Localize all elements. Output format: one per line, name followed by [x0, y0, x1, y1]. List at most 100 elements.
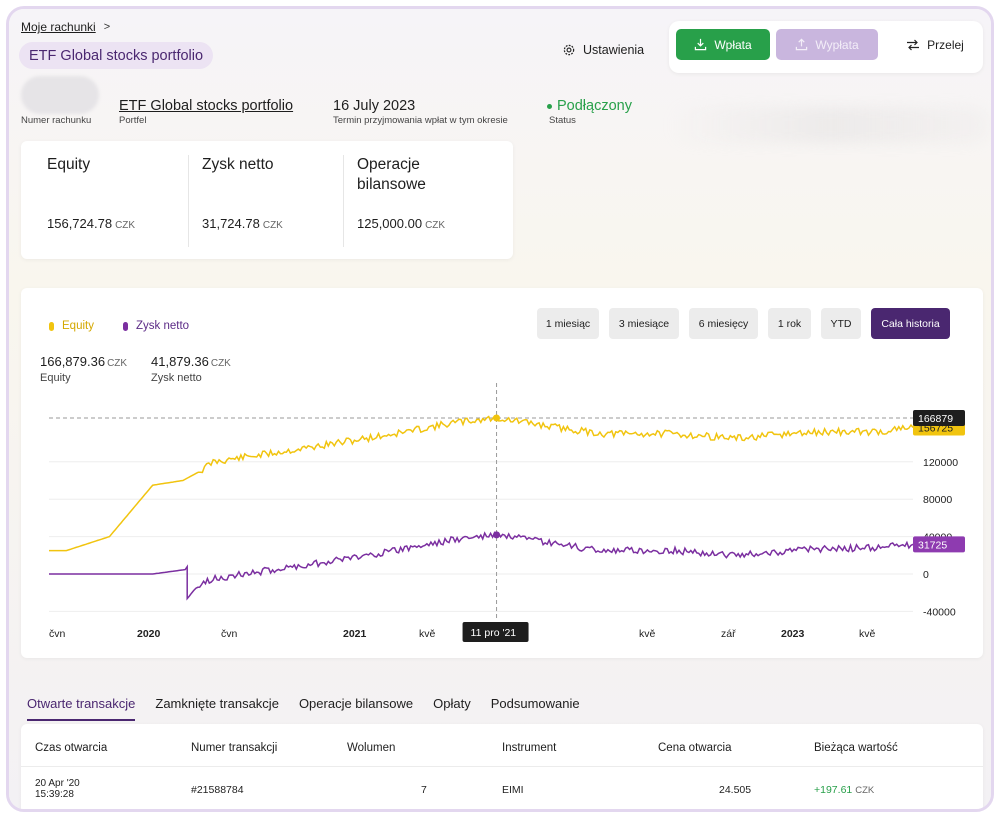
x-tick-label: 2023: [781, 628, 805, 640]
status-badge: Podłączony: [547, 98, 632, 114]
cell-number: #21588784: [191, 784, 244, 796]
range-all-history-button[interactable]: Cała historia: [871, 308, 950, 339]
x-tick-label: čvn: [49, 628, 66, 640]
legend-equity[interactable]: Equity: [49, 320, 94, 332]
column-header-open-price[interactable]: Cena otwarcia: [658, 742, 732, 754]
transfer-button[interactable]: Przelej: [894, 29, 976, 60]
summary-balance-ops-title: Operacje bilansowe: [357, 156, 426, 193]
hover-date-tag: 11 pro '21: [462, 622, 529, 642]
hover-date-bg: [462, 622, 529, 642]
range-3m-button[interactable]: 3 miesiące: [609, 308, 679, 339]
summary-balance-ops-currency: CZK: [425, 220, 446, 231]
equity-chart[interactable]: 12000080000400000-40000čvn2020čvn2021kvě…: [21, 288, 983, 658]
tab-summary[interactable]: Podsumowanie: [490, 696, 580, 711]
deposit-button[interactable]: Wpłata: [676, 29, 770, 60]
summary-profit-currency: CZK: [262, 220, 283, 231]
deposit-deadline-value: 16 July 2023: [333, 98, 416, 114]
summary-profit-amount: 31,724.78: [202, 216, 260, 231]
gear-icon: [563, 44, 575, 56]
tab-fees[interactable]: Opłaty: [433, 696, 471, 711]
breadcrumb-parent-link[interactable]: Moje rachunki: [21, 20, 96, 34]
cell-volume: 7: [421, 784, 427, 796]
summary-balance-ops-amount: 125,000.00: [357, 216, 423, 231]
x-tick-label: čvn: [221, 628, 238, 640]
chevron-right-icon: >: [103, 21, 111, 33]
withdraw-label: Wypłata: [815, 37, 859, 52]
hover-profit-label: Zysk netto: [151, 372, 202, 384]
hover-date-text: 11 pro '21: [471, 627, 517, 639]
hover-profit-currency: CZK: [210, 358, 231, 369]
hover-equity-value: 166,879.36 CZK: [40, 354, 127, 369]
deposit-label: Wpłata: [714, 37, 752, 52]
transfer-label: Przelej: [927, 37, 964, 52]
summary-equity-amount: 156,724.78: [47, 216, 113, 231]
withdraw-button[interactable]: Wypłata: [776, 29, 878, 60]
cell-open-date: 20 Apr '20: [35, 778, 80, 789]
profit-hover-point: [493, 531, 501, 539]
upload-icon: [796, 38, 808, 51]
hover-equity-currency: CZK: [107, 358, 128, 369]
breadcrumb: Moje rachunki >: [21, 20, 110, 34]
summary-equity: Equity: [47, 155, 177, 175]
range-6m-button[interactable]: 6 miesięcy: [689, 308, 758, 339]
equity-hover-point: [493, 414, 501, 422]
range-ytd-button[interactable]: YTD: [821, 308, 861, 339]
hover-profit-amount: 41,879.36: [151, 354, 209, 369]
status-dot-icon: [547, 103, 552, 109]
tab-closed-transactions[interactable]: Zamknięte transakcje: [155, 696, 279, 711]
portfolio-link[interactable]: ETF Global stocks portfolio: [119, 98, 294, 114]
cell-current-amount: +197.61: [814, 784, 853, 796]
profit-last-tag-bg: [913, 536, 965, 553]
range-1m-button[interactable]: 1 miesiąc: [537, 308, 599, 339]
divider: [21, 766, 983, 767]
legend-profit[interactable]: Zysk netto: [123, 320, 189, 332]
redacted-area: [669, 107, 989, 143]
summary-profit-value: 31,724.78 CZK: [202, 216, 283, 231]
column-header-instrument[interactable]: Instrument: [502, 742, 557, 754]
hover-equity-amount: 166,879.36: [40, 354, 106, 369]
summary-profit: Zysk netto: [202, 155, 332, 175]
column-header-open-time[interactable]: Czas otwarcia: [35, 742, 108, 754]
x-tick-label: kvě: [419, 628, 436, 640]
x-tick-label: kvě: [639, 628, 656, 640]
column-header-current-value[interactable]: Bieżąca wartość: [814, 742, 898, 754]
status-value: Podłączony: [557, 98, 632, 114]
column-header-volume[interactable]: Wolumen: [347, 742, 396, 754]
equity-hover-tag-text: 166879: [918, 413, 953, 425]
summary-equity-title: Equity: [47, 156, 91, 173]
deposit-deadline-label: Termin przyjmowania wpłat w tym okresie: [333, 115, 508, 126]
status-label: Status: [549, 115, 576, 126]
x-tick-label: 2020: [137, 628, 161, 640]
app-frame: Moje rachunki > ETF Global stocks portfo…: [6, 6, 994, 812]
profit-last-tag-text: 31725: [918, 539, 947, 551]
legend-profit-label: Zysk netto: [136, 320, 190, 332]
y-tick-label: 120000: [923, 457, 958, 469]
settings-button[interactable]: Ustawienia: [562, 36, 644, 64]
y-tick-label: -40000: [923, 606, 956, 618]
transfer-arrows-icon: [907, 39, 920, 50]
legend-profit-swatch: [123, 321, 128, 331]
hover-profit-value: 41,879.36 CZK: [151, 354, 231, 369]
range-1y-button[interactable]: 1 rok: [768, 308, 811, 339]
cell-open-time: 20 Apr '20 15:39:28: [35, 778, 80, 800]
equity-hover-tag-bg: [913, 409, 965, 426]
account-number-redacted: [21, 76, 99, 114]
summary-balance-ops-value: 125,000.00 CZK: [357, 216, 445, 231]
portfolio-label: Portfel: [119, 115, 147, 126]
tab-open-transactions[interactable]: Otwarte transakcje: [27, 696, 136, 721]
divider: [343, 155, 344, 247]
column-header-number[interactable]: Numer transakcji: [191, 742, 278, 754]
y-tick-label: 0: [923, 569, 929, 581]
account-number-label: Numer rachunku: [21, 115, 92, 126]
legend-equity-swatch: [49, 321, 54, 331]
page-title: ETF Global stocks portfolio: [19, 42, 214, 69]
download-icon: [695, 38, 707, 51]
equity-series-line: [49, 415, 914, 552]
x-tick-label: kvě: [859, 628, 876, 640]
summary-balance-ops: Operacje bilansowe: [357, 155, 487, 195]
cell-instrument: EIMI: [502, 784, 524, 796]
tab-balance-operations[interactable]: Operacje bilansowe: [298, 696, 414, 711]
x-tick-label: 2021: [343, 628, 367, 640]
y-tick-label: 80000: [923, 494, 952, 506]
summary-equity-value: 156,724.78 CZK: [47, 216, 135, 231]
